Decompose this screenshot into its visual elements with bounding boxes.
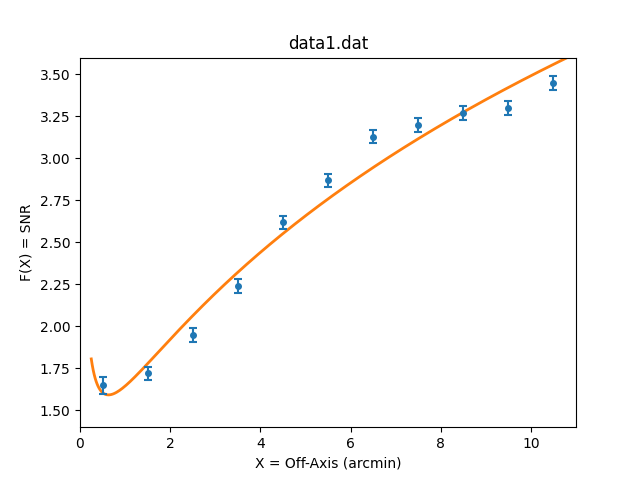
Y-axis label: F(X) = SNR: F(X) = SNR bbox=[20, 204, 34, 281]
X-axis label: X = Off-Axis (arcmin): X = Off-Axis (arcmin) bbox=[255, 456, 401, 470]
Title: data1.dat: data1.dat bbox=[288, 35, 368, 53]
